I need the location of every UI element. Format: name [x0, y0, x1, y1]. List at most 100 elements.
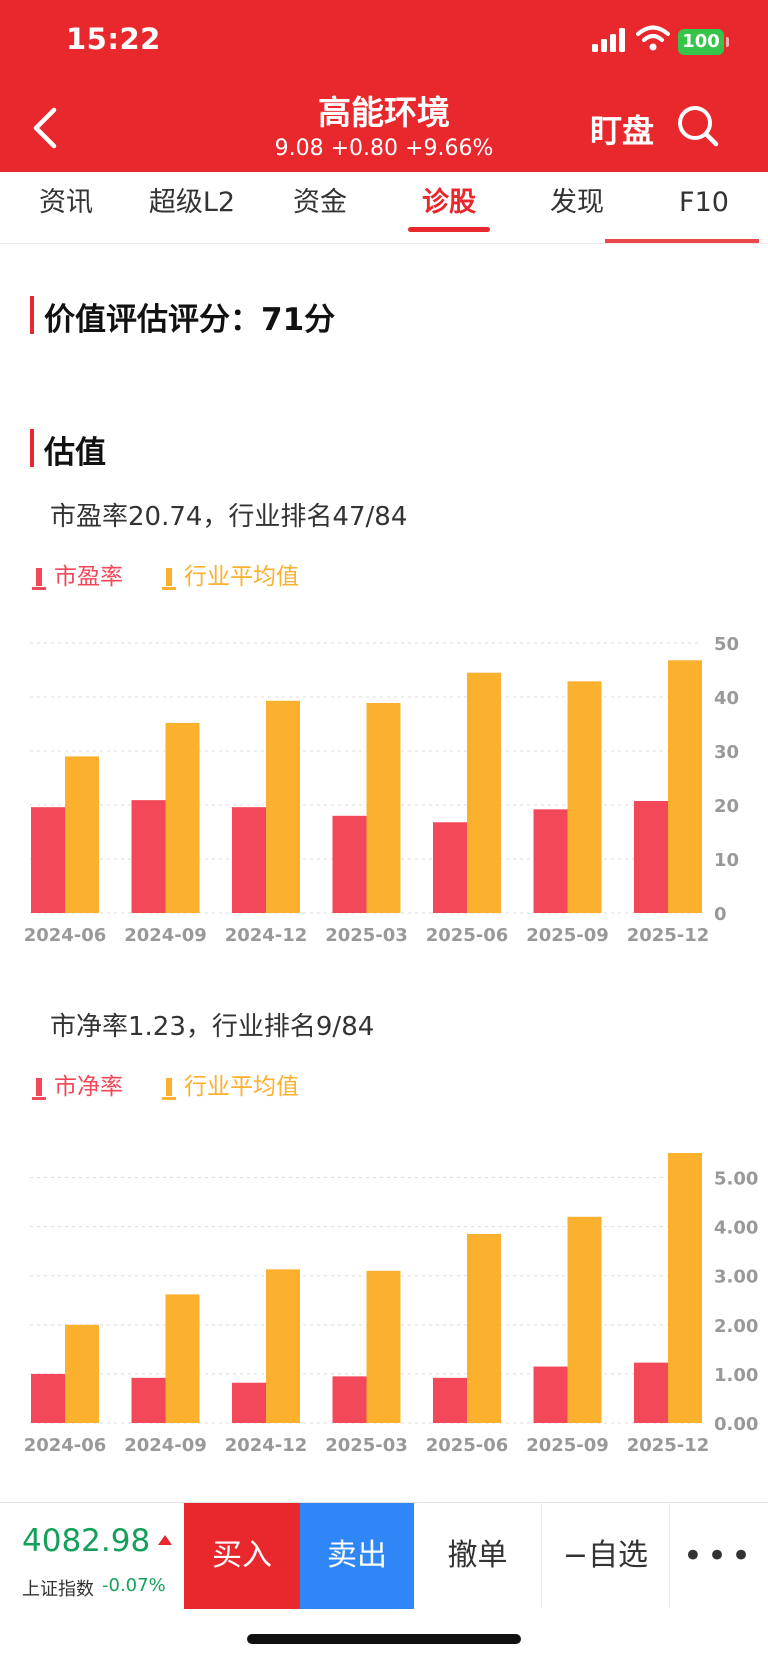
- bar-industry-avg: [266, 700, 300, 913]
- tab-diagnosis[interactable]: 诊股: [422, 187, 476, 218]
- bar-primary: [433, 822, 467, 913]
- legend-item: 市净率: [32, 1067, 123, 1101]
- wifi-icon: [636, 25, 670, 51]
- triangle-up-icon: [158, 1535, 172, 1545]
- cancel-order-button[interactable]: 撤单: [414, 1503, 542, 1609]
- tab-discover[interactable]: 发现: [550, 187, 604, 218]
- y-tick-label: 3.00: [714, 1267, 758, 1288]
- value-score-title: 价值评估评分：71分: [30, 294, 335, 339]
- bar-industry-avg: [165, 722, 200, 913]
- legend-label: 行业平均值: [184, 564, 299, 590]
- pb-chart-subtitle: 市净率1.23，行业排名9/84: [50, 1012, 375, 1042]
- app-header: 15:22 100 高能环境 9.08 +0.80 +9.66% 盯盘: [0, 0, 768, 172]
- search-icon[interactable]: [676, 104, 720, 148]
- legend-bar-icon: [32, 566, 48, 590]
- bar-primary: [533, 1366, 568, 1423]
- legend-bar-icon: [162, 566, 178, 590]
- y-tick-label: 4.00: [714, 1218, 758, 1239]
- y-tick-label: 1.00: [714, 1365, 758, 1386]
- bar-industry-avg: [668, 1153, 702, 1423]
- index-change: -0.07%: [102, 1575, 166, 1596]
- x-tick-label: 2024-06: [24, 1435, 107, 1456]
- home-indicator: [247, 1634, 521, 1644]
- x-tick-label: 2025-09: [526, 1435, 609, 1456]
- bar-primary: [232, 807, 266, 913]
- bar-primary: [332, 815, 367, 913]
- active-tab-indicator: [408, 227, 490, 232]
- bar-primary: [634, 1362, 668, 1423]
- pe-bar-chart: 50 40 30 20 10 0 2024-06 2024-09 2024-12 2025-03 2…: [24, 634, 739, 946]
- tab-funds[interactable]: 资金: [293, 187, 347, 218]
- x-tick-label: 2024-06: [24, 925, 107, 946]
- x-tick-label: 2025-12: [627, 1435, 710, 1456]
- cellular-signal-icon: [592, 28, 628, 52]
- tab-f10[interactable]: F10: [679, 187, 729, 218]
- y-tick-label: 0: [714, 904, 727, 925]
- legend-label: 行业平均值: [184, 1074, 299, 1100]
- index-name: 上证指数: [22, 1579, 94, 1600]
- bar-industry-avg: [65, 756, 99, 913]
- battery-icon: 100: [678, 29, 724, 55]
- sell-button[interactable]: 卖出: [300, 1503, 414, 1609]
- battery-tip: [726, 37, 729, 47]
- more-button[interactable]: •••: [682, 1536, 756, 1576]
- bar-primary: [634, 801, 668, 913]
- bar-primary: [533, 809, 568, 913]
- bar-primary: [332, 1376, 367, 1423]
- y-tick-label: 5.00: [714, 1169, 758, 1190]
- back-arrow-icon[interactable]: [28, 104, 62, 152]
- stock-quote: 9.08 +0.80 +9.66%: [274, 136, 494, 161]
- x-tick-label: 2024-12: [225, 925, 308, 946]
- bar-industry-avg: [567, 681, 602, 913]
- remove-watchlist-button[interactable]: −自选: [542, 1503, 670, 1609]
- x-tick-label: 2025-06: [426, 925, 509, 946]
- legend-item: 行业平均值: [162, 1067, 299, 1101]
- bar-industry-avg: [366, 702, 401, 913]
- x-tick-label: 2025-03: [325, 925, 408, 946]
- bar-industry-avg: [567, 1216, 602, 1423]
- tab-bar: 资讯 超级L2 资金 诊股 发现 F10: [0, 172, 768, 244]
- x-tick-label: 2025-09: [526, 925, 609, 946]
- buy-button[interactable]: 买入: [184, 1503, 300, 1609]
- bar-industry-avg: [467, 672, 501, 913]
- y-tick-label: 30: [714, 742, 739, 763]
- bar-industry-avg: [65, 1324, 99, 1423]
- y-tick-label: 2.00: [714, 1316, 758, 1337]
- y-tick-label: 0.00: [714, 1414, 758, 1435]
- watch-button[interactable]: 盯盘: [590, 112, 655, 150]
- pe-chart-subtitle: 市盈率20.74，行业排名47/84: [50, 502, 408, 532]
- y-tick-label: 40: [714, 688, 739, 709]
- tab-super-l2[interactable]: 超级L2: [148, 187, 236, 218]
- y-tick-label: 10: [714, 850, 739, 871]
- bar-primary: [31, 1373, 65, 1423]
- tab-news[interactable]: 资讯: [39, 187, 93, 218]
- legend-label: 市盈率: [54, 564, 123, 590]
- legend-item: 市盈率: [32, 557, 123, 591]
- bar-primary: [131, 800, 166, 913]
- bar-primary: [232, 1382, 266, 1423]
- x-tick-label: 2025-12: [627, 925, 710, 946]
- x-tick-label: 2024-09: [124, 1435, 207, 1456]
- x-tick-label: 2024-12: [225, 1435, 308, 1456]
- y-tick-label: 50: [714, 634, 739, 655]
- x-tick-label: 2025-06: [426, 1435, 509, 1456]
- bottom-trade-bar: 4082.98 上证指数 -0.07% 买入 卖出 撤单 −自选 •••: [0, 1502, 768, 1609]
- bar-industry-avg: [366, 1270, 401, 1423]
- legend-bar-icon: [32, 1076, 48, 1100]
- bar-industry-avg: [165, 1294, 200, 1423]
- bar-primary: [131, 1377, 166, 1423]
- tab-scroll-indicator: [605, 239, 759, 243]
- valuation-title: 估值: [30, 427, 106, 472]
- bar-primary: [433, 1377, 467, 1423]
- x-tick-label: 2024-09: [124, 925, 207, 946]
- x-tick-label: 2025-03: [325, 1435, 408, 1456]
- legend-label: 市净率: [54, 1074, 123, 1100]
- bar-industry-avg: [467, 1234, 501, 1423]
- legend-bar-icon: [162, 1076, 178, 1100]
- pb-bar-chart: 5.00 4.00 3.00 2.00 1.00 0.00 2024-06 2024-09 20…: [24, 1153, 758, 1456]
- index-value[interactable]: 4082.98: [22, 1523, 151, 1559]
- bar-primary: [31, 807, 65, 913]
- bar-industry-avg: [668, 660, 702, 913]
- y-tick-label: 20: [714, 796, 739, 817]
- bar-industry-avg: [266, 1269, 300, 1423]
